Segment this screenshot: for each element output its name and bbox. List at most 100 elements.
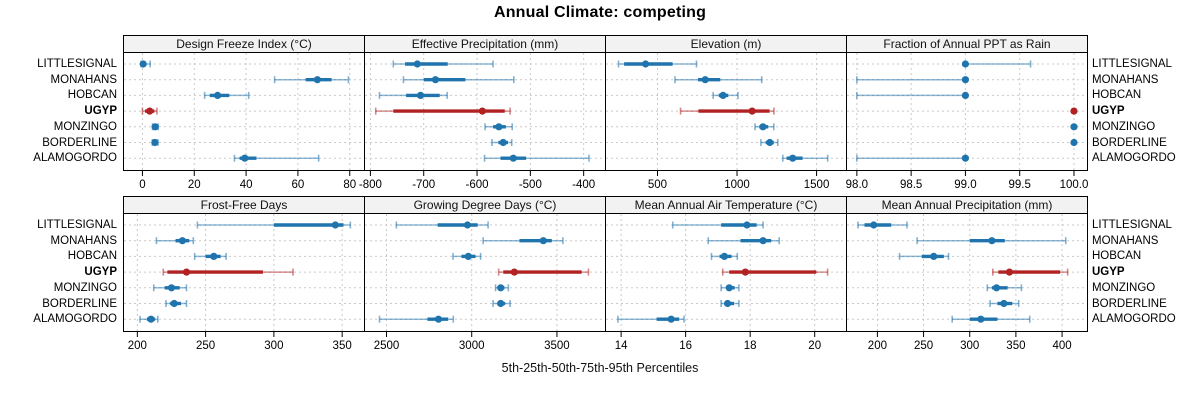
series-monahans — [916, 237, 1067, 245]
axis-tick-label: -500 — [519, 179, 542, 191]
median-dot — [509, 154, 517, 162]
site-label-left-borderline: BORDERLINE — [42, 297, 117, 310]
panel-title: Design Freeze Index (°C) — [176, 37, 312, 51]
median-dot — [741, 268, 749, 276]
median-dot — [748, 107, 756, 115]
series-monahans — [402, 76, 515, 84]
panel-border — [846, 213, 1088, 332]
site-label-left-hobcan: HOBCAN — [67, 250, 117, 263]
site-label-right-monzingo: MONZINGO — [1092, 120, 1156, 133]
median-dot — [1070, 123, 1078, 131]
site-label-left-monahans: MONAHANS — [50, 73, 117, 86]
series-monahans — [707, 237, 781, 245]
axis-tick-label: 300 — [960, 340, 979, 352]
site-label-left-alamogordo: ALAMOGORDO — [33, 313, 117, 326]
series-borderline — [989, 299, 1020, 308]
median-dot — [182, 268, 191, 276]
axis-tick-label: 200 — [868, 340, 887, 352]
median-dot — [497, 299, 505, 308]
series-hobcan — [193, 252, 227, 260]
site-label-right-monahans: MONAHANS — [1092, 73, 1159, 86]
panel-design-freeze-index-c — [123, 52, 365, 171]
panel-strip-fraction-of-annual-ppt-as-rain: Fraction of Annual PPT as Rain — [846, 35, 1088, 53]
median-dot — [961, 91, 970, 99]
median-dot — [701, 76, 709, 84]
panel-title: Mean Annual Precipitation (mm) — [881, 198, 1053, 212]
site-label-right-ugyp: UGYP — [1092, 105, 1125, 118]
panel-strip-mean-annual-air-temperature-c: Mean Annual Air Temperature (°C) — [605, 196, 847, 214]
panel-strip-mean-annual-precipitation-mm: Mean Annual Precipitation (mm) — [846, 196, 1088, 214]
series-ugyp — [721, 268, 829, 276]
series-monzingo — [152, 284, 188, 292]
series-ugyp — [1070, 107, 1078, 115]
site-label-right-ugyp: UGYP — [1092, 266, 1125, 279]
median-dot — [431, 76, 440, 84]
median-dot — [499, 138, 507, 147]
axis-tick-label: 400 — [1052, 340, 1071, 352]
series-borderline — [491, 138, 513, 147]
axis-tick-label: 98.5 — [900, 179, 922, 191]
series-monahans — [155, 237, 195, 245]
series-borderline — [1070, 138, 1078, 147]
median-dot — [170, 299, 178, 308]
axis-tick-label: 350 — [1006, 340, 1025, 352]
series-littlesignal — [395, 221, 489, 229]
median-dot — [641, 60, 650, 68]
series-monahans — [856, 76, 970, 84]
series-monzingo — [494, 284, 510, 292]
series-alamogordo — [782, 154, 829, 162]
panel-strip-design-freeze-index-c: Design Freeze Index (°C) — [123, 35, 365, 53]
axis-tick-label: 100.0 — [1060, 179, 1089, 191]
panel-growing-degree-days-c — [364, 213, 606, 332]
axis-tick-label: -800 — [359, 179, 382, 191]
median-dot — [961, 154, 970, 162]
axis-tick-label: 1500 — [804, 179, 830, 191]
series-hobcan — [712, 91, 739, 99]
median-dot — [1070, 107, 1078, 115]
site-label-right-hobcan: HOBCAN — [1092, 250, 1142, 263]
median-dot — [1070, 138, 1078, 147]
series-hobcan — [856, 91, 970, 99]
series-littlesignal — [961, 60, 1032, 68]
panel-effective-precipitation-mm — [364, 52, 606, 171]
panel-strip-effective-precipitation-mm: Effective Precipitation (mm) — [364, 35, 606, 53]
median-dot — [413, 60, 421, 68]
median-dot — [139, 60, 147, 68]
axis-tick-label: 2500 — [374, 340, 400, 352]
median-dot — [988, 237, 996, 245]
site-label-left-ugyp: UGYP — [84, 266, 117, 279]
axis-tick-label: -600 — [466, 179, 489, 191]
series-ugyp — [497, 268, 590, 276]
site-label-right-borderline: BORDERLINE — [1092, 297, 1167, 310]
panel-title: Elevation (m) — [690, 37, 762, 51]
site-label-right-borderline: BORDERLINE — [1092, 136, 1167, 149]
figure-title: Annual Climate: competing — [493, 4, 707, 21]
panel-mean-annual-precipitation-mm — [846, 213, 1088, 332]
axis-tick-label: 200 — [128, 340, 147, 352]
series-alamogordo — [378, 315, 455, 323]
median-dot — [213, 91, 222, 99]
series-borderline — [492, 299, 511, 308]
series-hobcan — [710, 252, 739, 260]
median-dot — [759, 123, 767, 131]
panel-strip-growing-degree-days-c: Growing Degree Days (°C) — [364, 196, 606, 214]
series-monzingo — [151, 123, 160, 131]
median-dot — [241, 154, 249, 162]
axis-tick-label: 99.5 — [1008, 179, 1030, 191]
site-label-right-littlesignal: LITTLESIGNAL — [1092, 219, 1172, 231]
series-littlesignal — [857, 221, 908, 229]
axis-tick-label: 20 — [188, 179, 201, 191]
median-dot — [759, 237, 767, 245]
axis-tick-label: 250 — [196, 340, 215, 352]
median-dot — [720, 252, 728, 260]
x-axis-caption: 5th-25th-50th-75th-95th Percentiles — [501, 361, 699, 375]
series-ugyp — [141, 107, 158, 115]
series-monzingo — [484, 123, 514, 131]
axis-tick-label: 60 — [292, 179, 305, 191]
series-borderline — [165, 299, 188, 308]
panel-title: Growing Degree Days (°C) — [413, 198, 557, 212]
panel-frost-free-days — [123, 213, 365, 332]
series-alamogordo — [856, 154, 970, 162]
median-dot — [497, 284, 505, 292]
series-alamogordo — [233, 154, 320, 162]
